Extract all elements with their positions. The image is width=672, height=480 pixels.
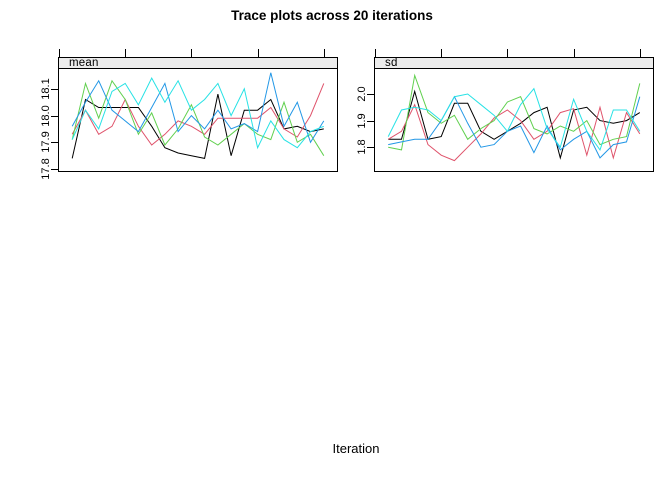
trace-line-chain-red xyxy=(71,83,325,146)
trace-line-chain-red xyxy=(387,103,641,162)
trace-line-chain-blue xyxy=(388,95,641,159)
x-axis-tick xyxy=(257,49,259,57)
y-axis-tick xyxy=(51,88,58,90)
y-axis-tick xyxy=(51,115,58,117)
panel-mean-strip-label: mean xyxy=(69,57,99,69)
y-axis-tick xyxy=(367,147,374,149)
x-axis-tick xyxy=(323,49,325,57)
y-axis-tick xyxy=(51,142,58,144)
y-axis-tick xyxy=(367,120,374,122)
x-axis-tick xyxy=(639,49,641,57)
trace-line-chain-black xyxy=(71,93,324,159)
trace-line-chain-cyan xyxy=(387,87,641,151)
y-axis-tick xyxy=(367,94,374,96)
x-axis-tick xyxy=(191,49,193,57)
trace-line-chain-cyan xyxy=(71,77,324,150)
panel-mean: mean xyxy=(58,57,338,172)
x-axis-tick xyxy=(59,49,60,57)
chart-title: Trace plots across 20 iterations xyxy=(231,8,433,23)
x-axis-tick xyxy=(125,49,127,57)
panel-mean-strip: mean xyxy=(59,57,337,69)
trace-line-chain-green xyxy=(71,79,325,156)
x-axis-tick xyxy=(507,49,509,57)
panel-sd-strip: sd xyxy=(375,57,653,69)
y-axis-tick xyxy=(51,169,58,171)
y-tick-label: 2.0 xyxy=(356,86,368,102)
y-tick-label: 18.1 xyxy=(40,78,52,100)
panel-sd-strip-label: sd xyxy=(385,57,398,69)
x-axis-title: Iteration xyxy=(332,441,380,456)
panel-mean-plot-area xyxy=(71,72,325,159)
x-axis-tick xyxy=(441,49,443,57)
panel-sd-plot-area xyxy=(387,73,641,162)
trace-line-chain-black xyxy=(388,89,641,160)
x-axis-tick xyxy=(573,49,575,57)
panel-sd: sd xyxy=(374,57,654,172)
trace-line-chain-blue xyxy=(71,72,325,144)
x-axis-tick xyxy=(375,49,376,57)
trace-line-chain-green xyxy=(388,73,641,151)
